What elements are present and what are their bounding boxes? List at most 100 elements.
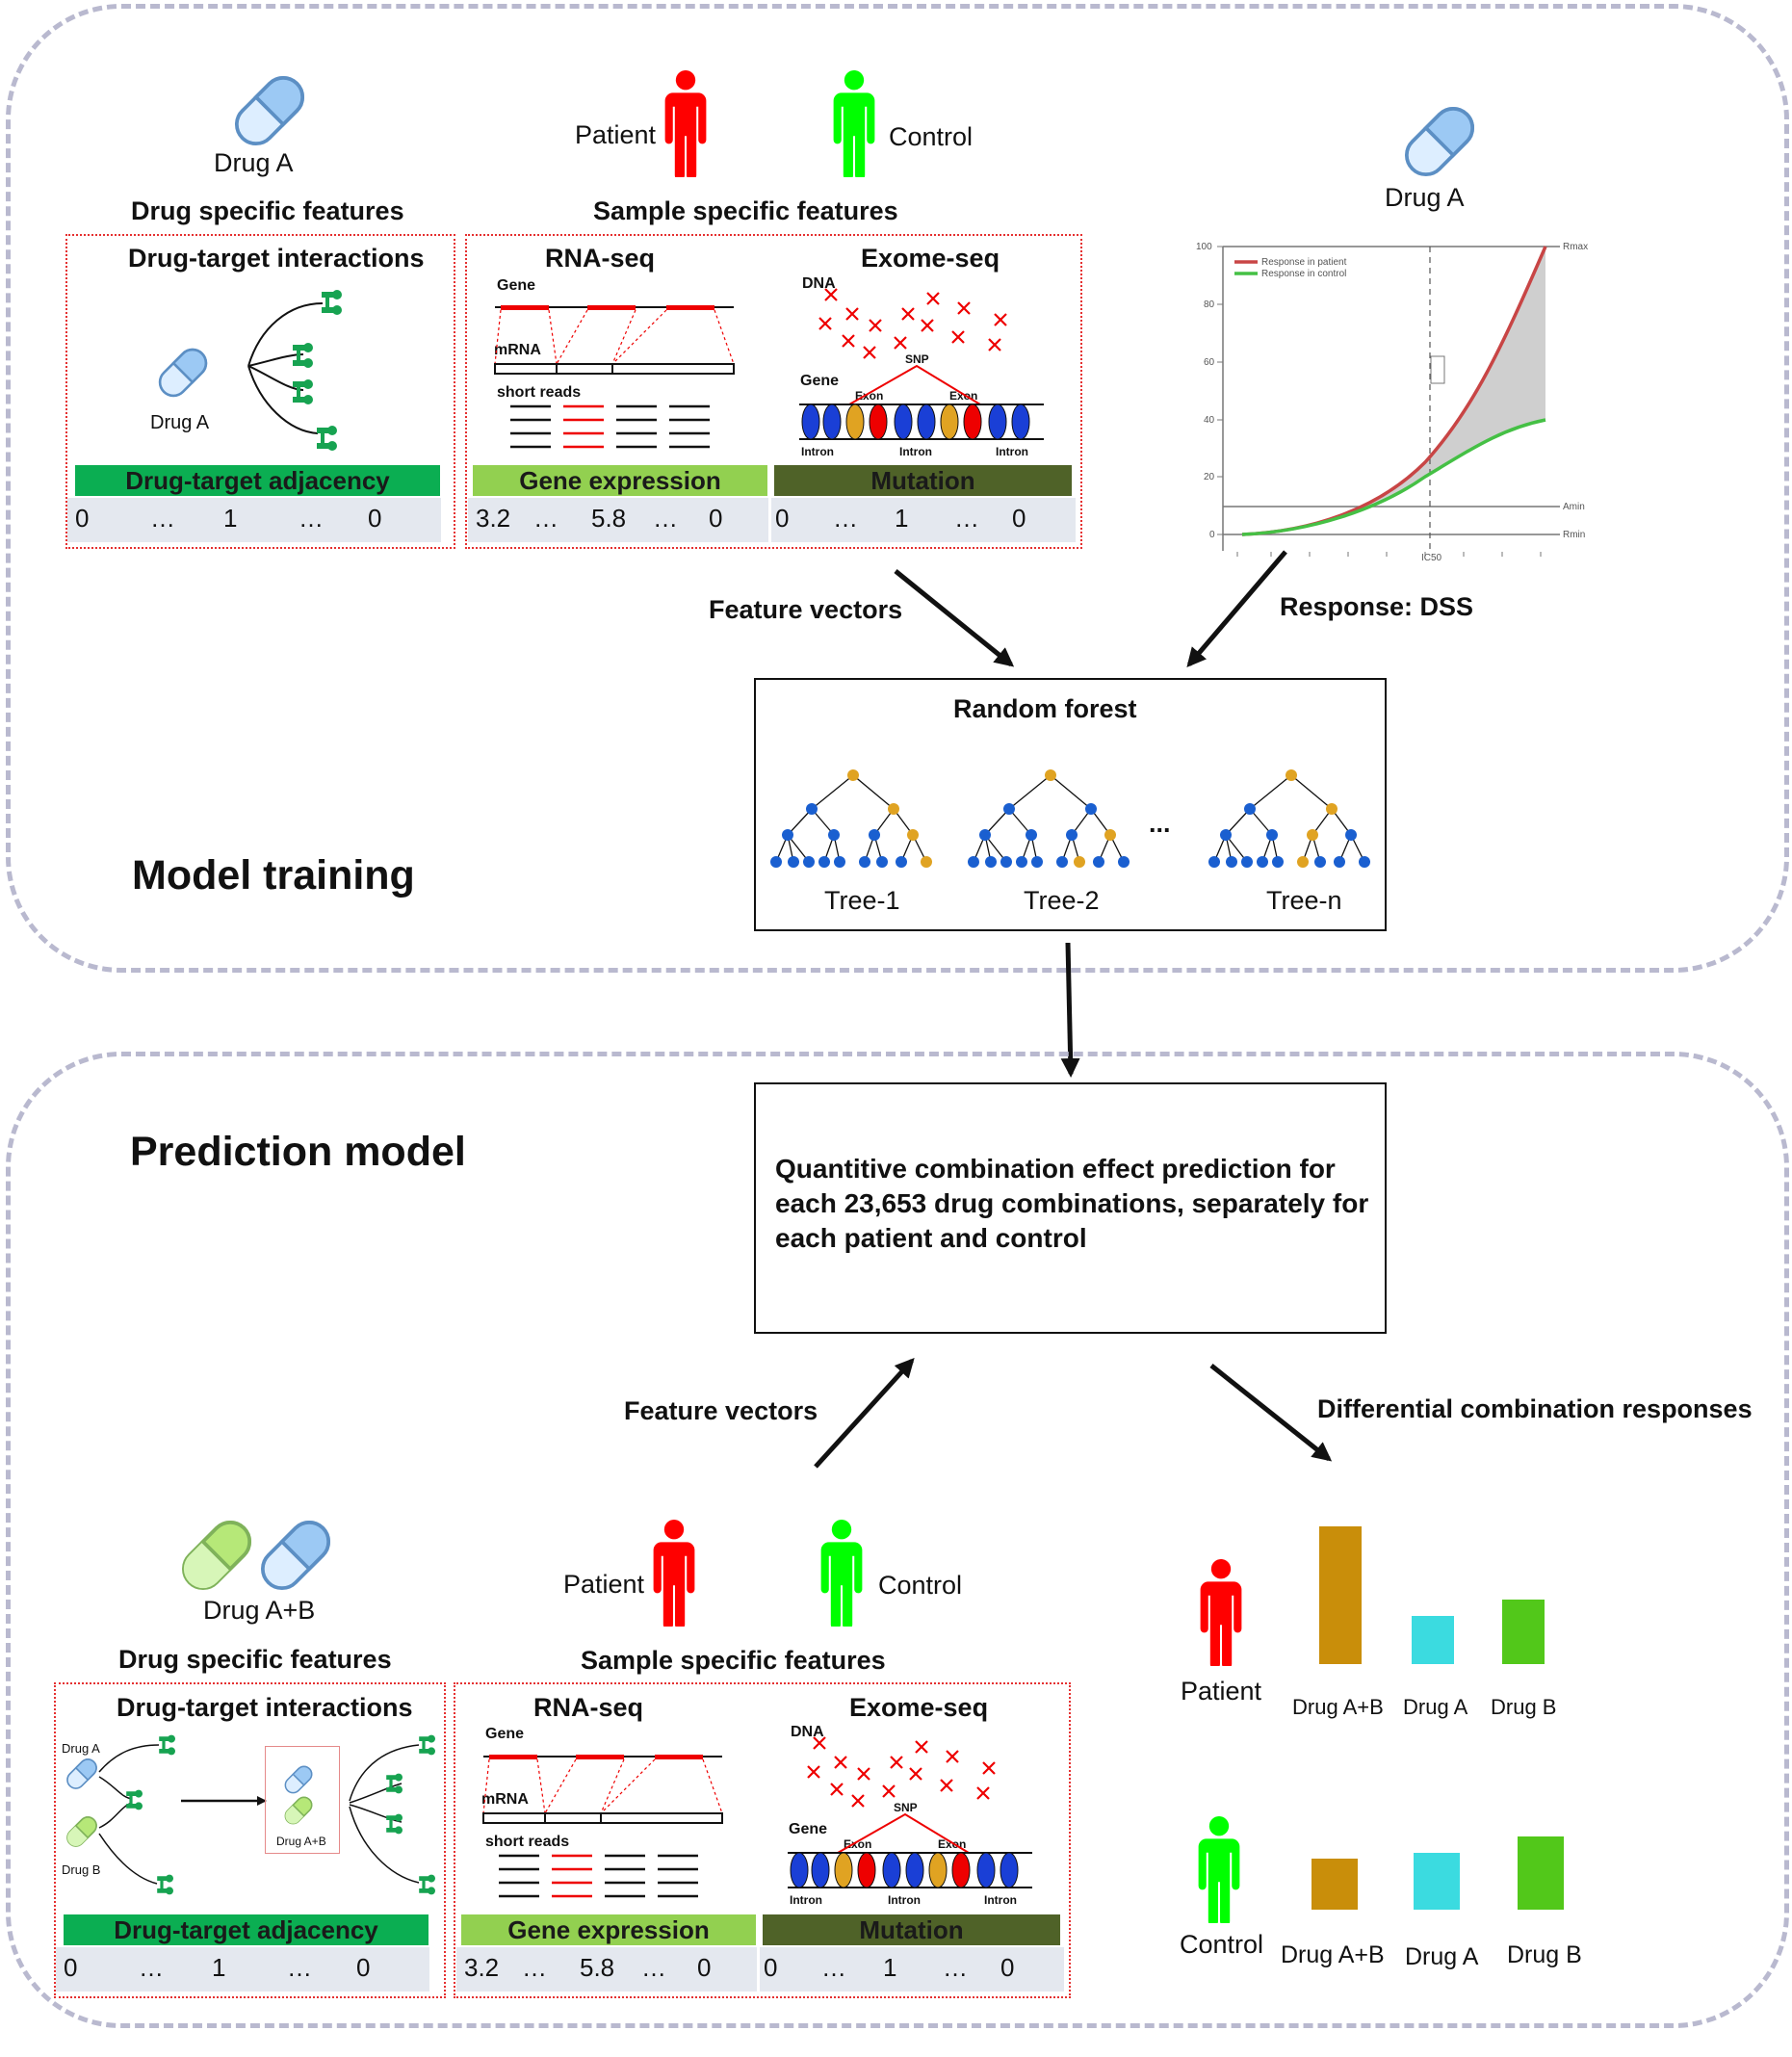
tree-label: Tree-1	[824, 886, 900, 915]
response-bar-label: Drug B	[1507, 1941, 1582, 1968]
drug-section-title: Drug specific features	[131, 196, 404, 225]
adjacency-bar: Drug-target adjacency	[64, 1914, 429, 1945]
mutation-bar: Mutation	[774, 465, 1072, 496]
control-figure	[829, 69, 879, 177]
vector-value: …	[821, 1953, 846, 1982]
exome-title: Exome-seq	[861, 244, 1000, 273]
gene-exon-diagram	[788, 1812, 1032, 1888]
rnaseq-title: RNA-seq	[545, 244, 656, 273]
vector-value: 0	[775, 504, 790, 533]
response-bar-label: Drug A	[1405, 1943, 1479, 1970]
amin-label: Amin	[1563, 502, 1585, 512]
patient-figure	[649, 1519, 699, 1627]
vector-value: …	[653, 504, 678, 533]
feature-vectors-label: Feature vectors	[709, 595, 903, 624]
y-tick: 20	[1204, 472, 1215, 482]
feature-vectors-label: Feature vectors	[624, 1396, 818, 1425]
rna-gene-label: Gene	[485, 1726, 525, 1742]
mutation-crosses	[818, 288, 1007, 359]
trees-ellipsis: ...	[1149, 809, 1171, 838]
rnaseq-diagram	[494, 305, 735, 449]
sample-section-title: Sample specific features	[593, 196, 898, 225]
control-label: Control	[878, 1571, 963, 1600]
adjacency-bar: Drug-target adjacency	[75, 465, 440, 496]
sample-section-title: Sample specific features	[581, 1646, 886, 1675]
prediction-result-text: Quantitive combination effect prediction…	[775, 1154, 1369, 1253]
vector-value: …	[833, 504, 858, 533]
target-icon	[416, 1871, 439, 1898]
pill-icon	[221, 63, 318, 159]
exome-intron-label: Intron	[984, 1893, 1017, 1907]
exome-intron-label: Intron	[899, 445, 932, 458]
y-tick: 40	[1204, 415, 1215, 426]
pill-b-icon-small	[279, 1791, 318, 1830]
tree-icon	[968, 769, 1130, 868]
drug-features-box	[65, 234, 455, 549]
response-bar-label: Drug B	[1491, 1695, 1557, 1719]
sample-features-box	[454, 1682, 1071, 1998]
target-icon	[156, 1732, 179, 1758]
vector-value: 0	[697, 1953, 712, 1982]
vector-value: 3.2	[476, 504, 511, 533]
tree-label: Tree-2	[1024, 886, 1100, 915]
vector-value: 1	[223, 504, 238, 533]
differential-responses-label: Differential combination responses	[1317, 1394, 1753, 1423]
exome-dna-label: DNA	[802, 275, 836, 292]
vector-value: 5.8	[591, 504, 627, 533]
rna-reads-label: short reads	[497, 384, 582, 401]
target-icon	[383, 1770, 406, 1797]
vector-value: 0	[64, 1953, 78, 1982]
arrow	[1209, 1364, 1333, 1462]
vector-value: …	[943, 1953, 968, 1982]
response-bar-label: Drug A+B	[1292, 1695, 1384, 1719]
vector-value: 0	[75, 504, 90, 533]
target-icon	[123, 1786, 146, 1813]
target-icon	[383, 1810, 406, 1837]
exome-intron-label: Intron	[996, 445, 1028, 458]
dti-title: Drug-target interactions	[128, 244, 425, 273]
vector-value: 0	[764, 1953, 778, 1982]
mutation-crosses	[807, 1736, 996, 1808]
arrow	[1186, 550, 1287, 668]
ic50-label: IC50	[1421, 553, 1442, 563]
rnaseq-title: RNA-seq	[533, 1693, 644, 1722]
rna-gene-label: Gene	[497, 277, 536, 294]
patient-figure	[1196, 1558, 1246, 1666]
rnaseq-diagram	[482, 1755, 723, 1898]
patient-label: Patient	[575, 120, 657, 149]
patient-label: Patient	[563, 1570, 645, 1599]
vector-value: …	[954, 504, 979, 533]
exome-intron-label: Intron	[801, 445, 834, 458]
drug-ab-label: Drug A+B	[203, 1596, 316, 1625]
vector-value: …	[150, 504, 175, 533]
prediction-result-box	[754, 1082, 1387, 1334]
expression-bar: Gene expression	[461, 1914, 756, 1945]
model-training-panel	[6, 4, 1789, 973]
control-figure	[817, 1519, 867, 1627]
gene-exon-diagram	[799, 364, 1044, 440]
dti-drug-a-label: Drug A	[62, 1741, 100, 1756]
random-forest-title: Random forest	[953, 694, 1137, 723]
drug-features-box	[54, 1682, 446, 1998]
target-icon	[154, 1871, 177, 1898]
exome-intron-label: Intron	[790, 1893, 822, 1907]
random-forest-box	[754, 678, 1387, 931]
target-icon	[318, 286, 347, 319]
patient-figure	[661, 69, 711, 177]
pill-icon	[247, 1507, 344, 1603]
mutation-vector: 0 … 1 … 0	[771, 498, 1076, 542]
response-bar-label: Drug A+B	[1281, 1941, 1385, 1968]
response-bar-drug-a	[1412, 1616, 1454, 1664]
interaction-lines	[349, 1744, 420, 1884]
vector-value: 0	[368, 504, 382, 533]
vector-value: 1	[212, 1953, 226, 1982]
y-tick: 100	[1196, 242, 1212, 252]
rmax-label: Rmax	[1563, 242, 1588, 252]
prediction-model-title: Prediction model	[130, 1129, 466, 1175]
vector-value: 1	[883, 1953, 897, 1982]
target-icon	[289, 339, 318, 372]
expression-vector: 3.2 … 5.8 … 0	[456, 1947, 757, 1992]
legend-patient: Response in patient	[1261, 257, 1347, 268]
patient-label: Patient	[1181, 1677, 1262, 1705]
pill-icon-small	[149, 339, 217, 406]
